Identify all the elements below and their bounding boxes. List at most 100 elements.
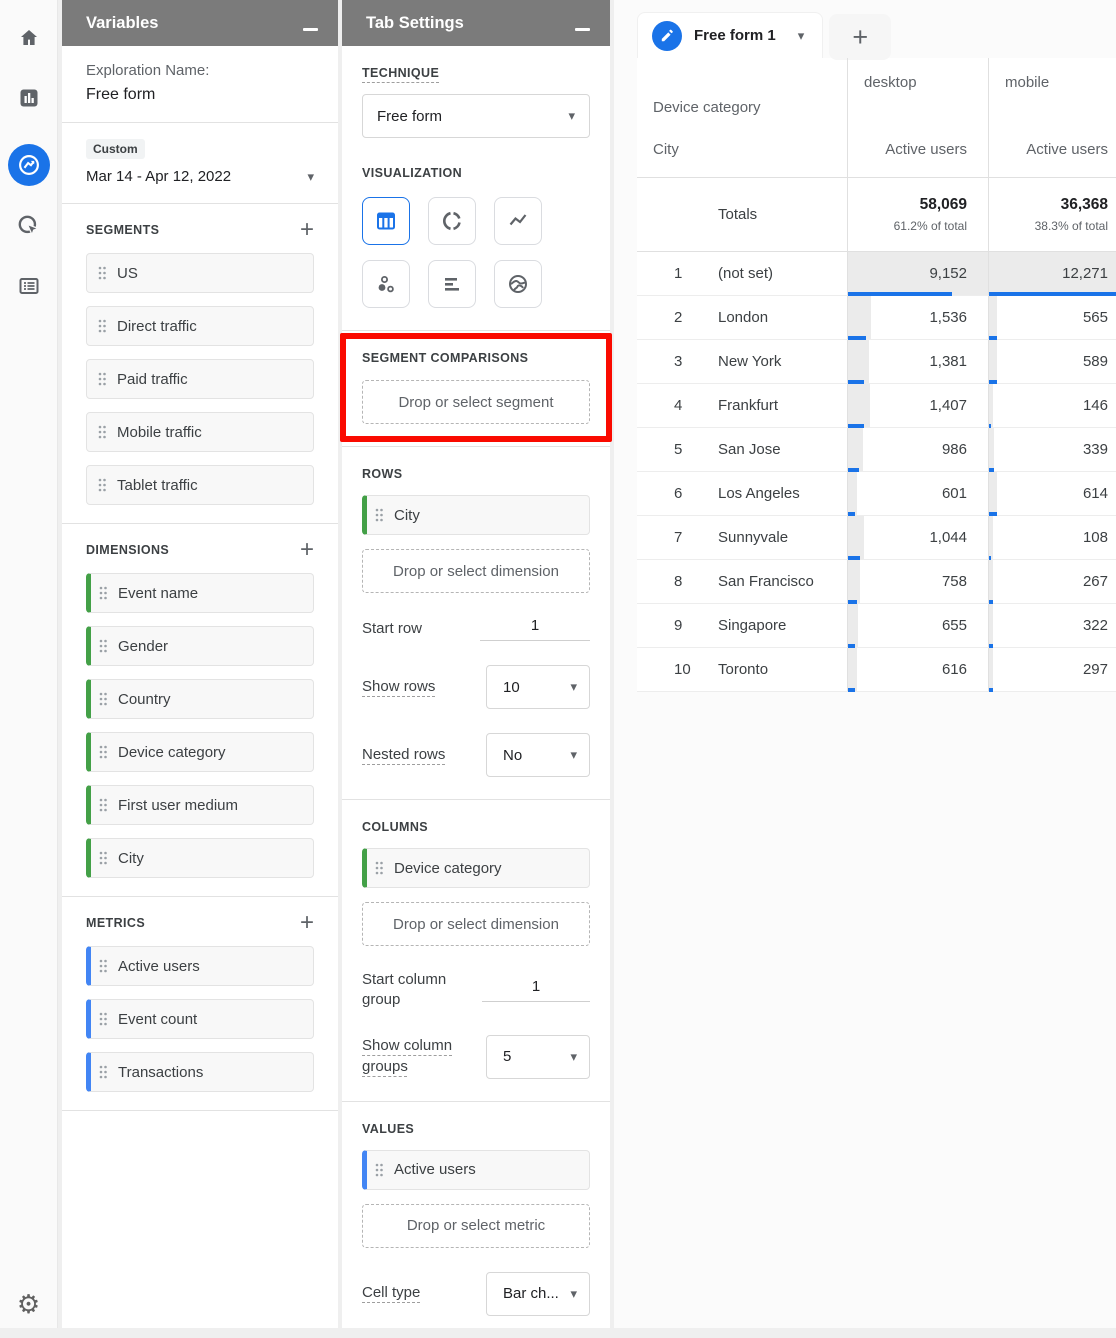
report-table: Device category desktop mobile City Acti… [637, 58, 1116, 692]
library-icon[interactable] [15, 272, 43, 300]
values-metric-chip[interactable]: Active users [362, 1149, 590, 1190]
date-range-selector[interactable]: Mar 14 - Apr 12, 2022 ▾ [86, 168, 314, 185]
rows-chips: City [362, 495, 590, 535]
dimension-chip[interactable]: Gender [86, 626, 314, 666]
dimension-chip[interactable]: City [86, 838, 314, 878]
dimension-chip[interactable]: First user medium [86, 785, 314, 825]
nav-rail: ⚙ [0, 0, 58, 1328]
metric-cell: 339 [989, 428, 1116, 472]
table-body: 1 (not set) 9,152 12,271 2 London 1,536 565 3 New… [637, 252, 1116, 692]
date-range-text: Mar 14 - Apr 12, 2022 [86, 168, 232, 185]
minimize-variables-button[interactable] [303, 27, 318, 31]
cell-type-label: Cell type [362, 1284, 421, 1302]
viz-geo-map-button[interactable] [494, 260, 542, 308]
metric-cell: 1,381 [848, 340, 989, 384]
metric-chip[interactable]: Event count [86, 999, 314, 1039]
variables-panel-header: Variables [62, 0, 338, 46]
row-rank: 1 [674, 265, 683, 282]
segment-chip[interactable]: US [86, 253, 314, 293]
metric-cell: 267 [989, 560, 1116, 604]
show-column-groups-select[interactable]: 5 ▾ [486, 1034, 590, 1079]
canvas-tabbar: Free form 1 ▾ + [614, 0, 1116, 60]
segment-chip[interactable]: Paid traffic [86, 359, 314, 399]
reports-icon[interactable] [15, 84, 43, 112]
segment-comparisons-label: SEGMENT COMPARISONS [362, 351, 529, 365]
exploration-name-value[interactable]: Free form [86, 86, 156, 103]
edit-pencil-icon [652, 20, 682, 51]
segments-list: US Direct traffic Paid traffic Mobile traff… [86, 253, 314, 505]
row-city: London [718, 309, 769, 326]
row-rank: 2 [674, 309, 683, 326]
viz-bar-chart-button[interactable] [428, 260, 476, 308]
chevron-down-icon: ▾ [570, 747, 577, 762]
segment-chip[interactable]: Direct traffic [86, 306, 314, 346]
row-rank: 10 [674, 661, 691, 678]
drag-handle-icon [98, 425, 106, 439]
add-tab-button[interactable]: + [829, 14, 892, 60]
show-rows-select[interactable]: 10 ▾ [486, 665, 590, 709]
row-rank: 3 [674, 353, 683, 370]
dimension-chip[interactable]: Device category [86, 732, 314, 772]
columns-dimension-chip[interactable]: Device category [362, 848, 590, 888]
metric-cell: 986 [848, 428, 989, 472]
settings-gear-icon[interactable]: ⚙ [16, 1289, 41, 1319]
metric-dropzone[interactable]: Drop or select metric [362, 1203, 590, 1248]
drag-handle-icon [98, 372, 106, 386]
row-city: Sunnyvale [718, 529, 789, 546]
minimize-tab-settings-button[interactable] [575, 27, 590, 31]
viz-line-chart-button[interactable] [494, 197, 542, 245]
columns-dimension-dropzone[interactable]: Drop or select dimension [362, 902, 590, 946]
segment-chip[interactable]: Tablet traffic [86, 465, 314, 505]
add-metric-button[interactable]: + [299, 909, 314, 936]
metric-cell: 655 [848, 604, 989, 648]
columns-label: COLUMNS [362, 820, 428, 834]
show-column-groups-label: Show column groups [362, 1037, 453, 1075]
metric-chip[interactable]: Active users [86, 946, 314, 986]
nested-rows-select[interactable]: No ▾ [486, 733, 590, 777]
variables-title: Variables [86, 13, 159, 32]
metric-chip[interactable]: Transactions [86, 1052, 314, 1092]
metric-cell: 758 [848, 560, 989, 604]
rows-dimension-chip[interactable]: City [362, 495, 590, 535]
dimension-chip[interactable]: Event name [86, 573, 314, 613]
advertising-icon[interactable] [15, 212, 43, 240]
metric-header-desktop[interactable]: Active users [848, 122, 989, 177]
start-column-group-input[interactable]: 1 [482, 978, 590, 1003]
add-dimension-button[interactable]: + [299, 536, 314, 563]
columns-section: COLUMNS Device category Drop or select d… [342, 800, 610, 1101]
viz-table-button[interactable] [362, 197, 410, 245]
technique-select[interactable]: Free form ▾ [362, 94, 590, 138]
row-rank: 9 [674, 617, 683, 634]
chevron-down-icon: ▾ [797, 27, 805, 43]
row-city: San Francisco [718, 573, 814, 590]
add-segment-button[interactable]: + [299, 216, 314, 243]
table-row: 8 San Francisco 758 267 [637, 560, 1116, 604]
metric-header-mobile[interactable]: Active users [1026, 141, 1108, 158]
technique-value: Free form [377, 107, 443, 125]
row-rank: 8 [674, 573, 683, 590]
chevron-down-icon: ▾ [570, 1285, 577, 1301]
corner-dimension-label: Device category [637, 58, 848, 122]
row-city: San Jose [718, 441, 781, 458]
variables-panel: Variables Exploration Name: Free form Cu… [62, 0, 338, 1328]
dimension-chip[interactable]: Country [86, 679, 314, 719]
segment-dropzone[interactable]: Drop or select segment [362, 380, 590, 424]
table-row: 3 New York 1,381 589 [637, 340, 1116, 384]
rows-dimension-dropzone[interactable]: Drop or select dimension [362, 549, 590, 593]
tab-free-form-1[interactable]: Free form 1 ▾ [637, 12, 824, 58]
viz-donut-chart-button[interactable] [428, 197, 476, 245]
start-row-input[interactable]: 1 [480, 617, 590, 641]
metric-cell: 322 [989, 604, 1116, 648]
drag-handle-icon [98, 478, 106, 492]
segment-chip[interactable]: Mobile traffic [86, 412, 314, 452]
visualization-grid [362, 197, 590, 308]
exploration-name-label: Exploration Name: [86, 62, 210, 79]
viz-scatter-plot-button[interactable] [362, 260, 410, 308]
home-icon[interactable] [15, 24, 43, 52]
explore-icon[interactable] [7, 144, 50, 186]
metric-cell: 108 [989, 516, 1116, 560]
table-row: 1 (not set) 9,152 12,271 [637, 252, 1116, 296]
metric-cell: 9,152 [848, 252, 989, 296]
cell-type-select[interactable]: Bar ch... ▾ [486, 1271, 590, 1316]
metrics-label: METRICS [86, 916, 146, 930]
